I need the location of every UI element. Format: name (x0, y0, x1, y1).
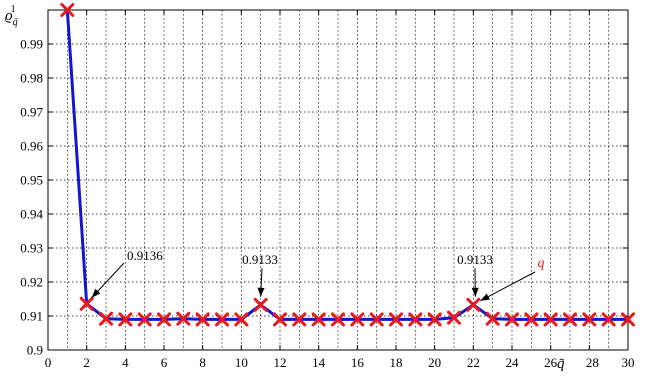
data-point-marker (621, 312, 635, 327)
y-tick-label: 0.9 (27, 343, 43, 358)
y-tick-label: 0.97 (20, 105, 43, 120)
y-tick-label: 0.98 (20, 71, 43, 86)
data-point-marker (505, 312, 519, 327)
annotation-label: 0.9133 (457, 252, 493, 267)
data-point-marker (582, 312, 597, 327)
x-tick-label: 10 (235, 355, 248, 370)
data-point-marker (157, 312, 171, 327)
y-tick-label: 0.93 (20, 241, 43, 256)
annotations-layer: 0.9136 0.9133 0.9133 q (91, 248, 545, 302)
annotation-label: q (538, 256, 545, 271)
data-point-marker (369, 312, 384, 327)
data-point-marker (253, 297, 268, 312)
data-point-marker (601, 312, 616, 327)
data-point-marker (389, 312, 403, 327)
data-point-marker (273, 312, 287, 327)
x-tick-label: 2 (83, 355, 90, 370)
data-point-marker (350, 312, 365, 327)
y-tick-label: 0.92 (20, 275, 43, 290)
y-tick-label: 0.96 (20, 139, 43, 154)
data-point-marker (427, 312, 442, 327)
data-point-marker (118, 312, 133, 327)
y-axis-label: ϱq̃ 1 (5, 4, 18, 28)
data-point-marker (176, 311, 191, 326)
annotation-arrow-head (480, 293, 490, 301)
x-tick-label: 28 (586, 355, 599, 370)
grid (48, 10, 628, 350)
data-point-marker (311, 312, 326, 327)
data-point-marker (137, 312, 152, 327)
series-layer (60, 3, 635, 327)
data-point-marker (234, 312, 249, 327)
x-tick-label: 8 (199, 355, 206, 370)
y-axis-ticks: 0.9 0.91 0.92 0.93 0.94 0.95 0.96 0.97 0.98 0.99 (20, 37, 628, 358)
y-tick-label: 0.95 (20, 173, 43, 188)
annotation: 0.9133 (457, 252, 493, 297)
data-point-marker (485, 311, 500, 326)
data-point-marker (60, 3, 75, 17)
data-point-marker (447, 310, 461, 325)
x-tick-label: 26 (544, 355, 558, 370)
annotation-label: 0.9136 (127, 248, 163, 263)
annotation-arrow-head (471, 287, 479, 297)
data-point-marker (292, 312, 307, 327)
x-tick-label: 22 (467, 355, 480, 370)
data-point-marker (99, 311, 113, 326)
y-tick-label: 0.94 (20, 207, 43, 222)
data-point-marker (195, 312, 210, 327)
x-tick-label: 4 (122, 355, 129, 370)
annotation-arrow-head (257, 287, 265, 297)
x-tick-label: 20 (428, 355, 441, 370)
data-point-marker (408, 312, 423, 327)
x-tick-label: 14 (312, 355, 326, 370)
y-tick-label: 0.99 (20, 37, 43, 52)
x-tick-label: 6 (161, 355, 168, 370)
y-axis-label-main: ϱ (5, 8, 13, 24)
data-point-marker (563, 312, 577, 327)
annotation-arrow-head (91, 288, 101, 298)
series-line (65, 9, 628, 321)
data-point-marker (331, 312, 345, 327)
x-tick-label: 30 (622, 355, 635, 370)
x-axis-label: q̃ (557, 356, 565, 372)
x-tick-label: 24 (506, 355, 520, 370)
y-tick-label: 0.91 (20, 309, 43, 324)
data-point-marker (543, 312, 558, 327)
data-point-marker (215, 312, 229, 327)
data-point-marker (466, 297, 481, 312)
x-tick-label: 18 (390, 355, 403, 370)
y-axis-label-superscript: 1 (11, 4, 16, 15)
annotation-label: 0.9133 (242, 252, 278, 267)
y-axis-label-subscript: q̃ (13, 17, 18, 28)
data-point-marker (79, 296, 94, 311)
annotation: q (480, 256, 545, 302)
annotation: 0.9136 (91, 248, 163, 299)
x-axis-ticks: 0 2 4 6 8 10 12 14 16 18 20 22 24 26 28 30 (45, 10, 635, 370)
data-point-marker (524, 312, 539, 327)
x-tick-label: 0 (45, 355, 52, 370)
x-tick-label: 16 (351, 355, 365, 370)
annotation: 0.9133 (242, 252, 278, 297)
x-tick-label: 12 (274, 355, 287, 370)
annotation-arrow-shaft (480, 271, 536, 302)
